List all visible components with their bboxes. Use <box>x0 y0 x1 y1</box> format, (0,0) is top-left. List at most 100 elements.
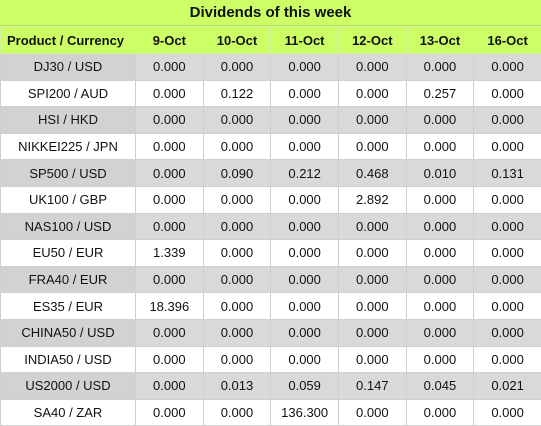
product-cell: NIKKEI225 / JPN <box>1 133 136 160</box>
dividend-value-cell: 0.000 <box>271 80 339 107</box>
product-cell: US2000 / USD <box>1 373 136 400</box>
dividend-value-cell: 0.021 <box>474 373 541 400</box>
dividend-value-cell: 0.000 <box>203 107 271 134</box>
dividend-value-cell: 0.000 <box>406 293 474 320</box>
dividend-value-cell: 0.000 <box>136 373 204 400</box>
dividend-value-cell: 0.000 <box>406 54 474 81</box>
dividend-value-cell: 0.000 <box>271 107 339 134</box>
dividend-value-cell: 0.090 <box>203 160 271 187</box>
dividend-value-cell: 0.000 <box>203 293 271 320</box>
dividend-value-cell: 0.000 <box>338 54 406 81</box>
dividend-value-cell: 0.000 <box>474 346 541 373</box>
header-row: Product / Currency 9-Oct 10-Oct 11-Oct 1… <box>1 27 541 54</box>
product-cell: NAS100 / USD <box>1 213 136 240</box>
dividend-value-cell: 0.000 <box>338 240 406 267</box>
product-cell: FRA40 / EUR <box>1 266 136 293</box>
dividend-value-cell: 0.013 <box>203 373 271 400</box>
dividend-value-cell: 0.000 <box>271 346 339 373</box>
dividend-value-cell: 0.131 <box>474 160 541 187</box>
dividend-value-cell: 0.000 <box>406 186 474 213</box>
dividend-value-cell: 0.000 <box>406 133 474 160</box>
product-cell: CHINA50 / USD <box>1 319 136 346</box>
dividend-value-cell: 0.000 <box>474 54 541 81</box>
dividend-value-cell: 0.000 <box>338 107 406 134</box>
product-cell: UK100 / GBP <box>1 186 136 213</box>
header-date: 10-Oct <box>203 27 271 54</box>
header-date: 9-Oct <box>136 27 204 54</box>
dividend-value-cell: 0.122 <box>203 80 271 107</box>
header-date: 11-Oct <box>271 27 339 54</box>
dividend-value-cell: 0.000 <box>271 266 339 293</box>
dividend-value-cell: 1.339 <box>136 240 204 267</box>
dividend-value-cell: 0.000 <box>203 133 271 160</box>
product-cell: DJ30 / USD <box>1 54 136 81</box>
product-cell: HSI / HKD <box>1 107 136 134</box>
dividend-value-cell: 0.000 <box>474 213 541 240</box>
dividend-value-cell: 0.000 <box>338 399 406 426</box>
dividend-value-cell: 0.000 <box>474 319 541 346</box>
dividend-value-cell: 0.000 <box>203 319 271 346</box>
dividend-value-cell: 18.396 <box>136 293 204 320</box>
dividend-value-cell: 0.000 <box>338 266 406 293</box>
dividend-value-cell: 0.000 <box>271 293 339 320</box>
dividend-value-cell: 0.000 <box>338 346 406 373</box>
dividend-value-cell: 0.000 <box>136 107 204 134</box>
dividend-value-cell: 0.000 <box>203 266 271 293</box>
table-title: Dividends of this week <box>0 0 541 26</box>
dividend-value-cell: 0.045 <box>406 373 474 400</box>
dividend-value-cell: 0.000 <box>271 133 339 160</box>
dividend-value-cell: 0.000 <box>338 319 406 346</box>
dividend-value-cell: 0.000 <box>203 186 271 213</box>
dividend-value-cell: 0.000 <box>136 213 204 240</box>
dividend-value-cell: 0.000 <box>406 240 474 267</box>
dividend-value-cell: 0.000 <box>203 399 271 426</box>
product-cell: SA40 / ZAR <box>1 399 136 426</box>
dividends-panel: Dividends of this week Product / Currenc… <box>0 0 541 416</box>
dividend-value-cell: 0.000 <box>406 399 474 426</box>
dividend-value-cell: 0.000 <box>406 107 474 134</box>
dividend-value-cell: 0.000 <box>136 54 204 81</box>
dividend-value-cell: 0.000 <box>203 346 271 373</box>
dividend-value-cell: 136.300 <box>271 399 339 426</box>
dividend-value-cell: 0.257 <box>406 80 474 107</box>
product-cell: EU50 / EUR <box>1 240 136 267</box>
dividends-table: Product / Currency 9-Oct 10-Oct 11-Oct 1… <box>0 26 541 426</box>
header-product-currency: Product / Currency <box>1 27 136 54</box>
dividend-value-cell: 0.000 <box>406 213 474 240</box>
dividend-value-cell: 0.000 <box>474 80 541 107</box>
dividend-value-cell: 0.000 <box>136 319 204 346</box>
dividend-value-cell: 0.000 <box>136 186 204 213</box>
dividend-value-cell: 0.000 <box>338 80 406 107</box>
dividend-value-cell: 0.000 <box>474 133 541 160</box>
header-date: 13-Oct <box>406 27 474 54</box>
dividend-value-cell: 0.000 <box>338 133 406 160</box>
header-date: 16-Oct <box>474 27 541 54</box>
dividend-value-cell: 0.147 <box>338 373 406 400</box>
dividend-value-cell: 0.000 <box>271 186 339 213</box>
dividend-value-cell: 0.468 <box>338 160 406 187</box>
dividend-value-cell: 0.000 <box>136 399 204 426</box>
dividend-value-cell: 0.000 <box>271 319 339 346</box>
dividend-value-cell: 0.212 <box>271 160 339 187</box>
dividend-value-cell: 0.000 <box>136 133 204 160</box>
dividend-value-cell: 0.000 <box>474 186 541 213</box>
dividend-value-cell: 0.000 <box>406 346 474 373</box>
dividend-value-cell: 0.000 <box>203 54 271 81</box>
dividend-value-cell: 0.000 <box>136 266 204 293</box>
dividend-value-cell: 0.000 <box>136 160 204 187</box>
header-date: 12-Oct <box>338 27 406 54</box>
dividend-value-cell: 0.000 <box>474 399 541 426</box>
dividend-value-cell: 0.059 <box>271 373 339 400</box>
dividend-value-cell: 0.000 <box>474 107 541 134</box>
